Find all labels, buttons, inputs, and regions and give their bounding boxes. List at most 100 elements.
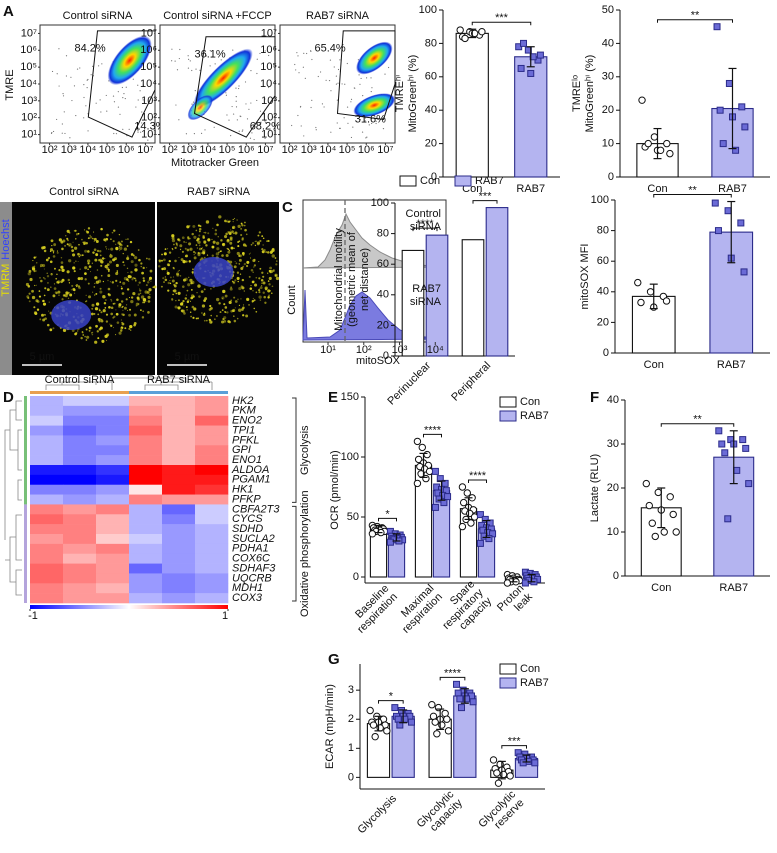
- column-group-label: Control siRNA: [45, 374, 115, 386]
- y-tick-label: 20: [377, 319, 389, 331]
- mitochondrion: [262, 281, 266, 285]
- heatmap-cell: [162, 494, 196, 505]
- scatter-dot: [364, 117, 366, 119]
- mitochondrion: [109, 323, 111, 325]
- mitochondrion: [253, 299, 256, 302]
- mitochondrion: [183, 241, 185, 243]
- row-label: HK1: [232, 484, 253, 496]
- mitochondrion: [45, 258, 49, 262]
- x-tick-label: 10⁵: [99, 144, 116, 156]
- mitochondrion: [129, 308, 132, 311]
- mitochondrion: [105, 246, 107, 248]
- mitochondrion: [27, 272, 31, 276]
- mitochondrion: [68, 232, 71, 234]
- scatter-dot: [137, 84, 139, 86]
- scatter-dot: [62, 93, 64, 95]
- scatter-dot: [242, 129, 244, 131]
- y-tick-label: 40: [597, 286, 609, 298]
- mitochondrion: [89, 234, 91, 237]
- panel-label: E: [328, 389, 338, 406]
- mitochondrion: [226, 220, 228, 223]
- y-tick-label: 10³: [21, 95, 37, 107]
- y-tick-label: 20: [602, 104, 614, 116]
- mitochondrion: [175, 292, 178, 295]
- mitochondrion: [31, 267, 36, 271]
- heatmap-cell: [129, 494, 163, 505]
- mitochondrion: [269, 251, 273, 254]
- scatter-dot: [364, 120, 366, 122]
- data-point: [732, 146, 740, 154]
- mitochondrion: [196, 291, 198, 294]
- scatter-dot: [113, 132, 115, 135]
- mitochondrion: [44, 277, 46, 280]
- scatter-dot: [178, 57, 180, 60]
- column-dendrogram: [45, 377, 213, 390]
- mitochondrion: [140, 309, 142, 312]
- mitochondrion: [177, 291, 181, 295]
- mitochondrion: [240, 222, 243, 225]
- mitochondrion: [269, 290, 271, 292]
- mitochondrion: [266, 251, 270, 254]
- mitochondrion: [190, 248, 192, 250]
- heatmap-cell: [63, 593, 97, 604]
- mitochondrion: [268, 269, 270, 272]
- plot-title: RAB7 siRNA: [306, 10, 370, 22]
- mitochondrion: [118, 233, 121, 236]
- mitochondrion: [129, 240, 133, 244]
- mitochondrion: [259, 299, 262, 301]
- scatter-dot: [335, 83, 338, 85]
- scatter-dot: [384, 73, 386, 75]
- scatter-dot: [353, 87, 355, 89]
- heatmap-cell: [162, 514, 196, 525]
- mitochondrion: [107, 287, 111, 291]
- row-label: TPI1: [232, 424, 255, 436]
- mitochondrion: [158, 259, 161, 262]
- x-tick-label: 10⁵: [219, 144, 236, 156]
- scatter-dot: [225, 94, 227, 96]
- y-tick-label: 10⁷: [141, 27, 157, 39]
- mitochondrion: [166, 270, 169, 272]
- y-axis-label: mitoSOX MFI: [579, 243, 591, 309]
- mitochondrion: [102, 309, 106, 313]
- mitochondrion: [85, 241, 88, 245]
- mitochondrion: [197, 317, 200, 320]
- mitochondrion: [149, 269, 153, 273]
- mitochondrion: [222, 243, 226, 247]
- data-point: [669, 510, 677, 519]
- mitochondrion: [93, 248, 97, 252]
- mitochondrion: [28, 292, 31, 295]
- mitochondrion: [84, 272, 87, 275]
- mitochondrion: [190, 294, 195, 298]
- scatter-dot: [344, 83, 346, 85]
- mitochondrion: [28, 269, 32, 273]
- mitochondrion: [50, 273, 53, 276]
- mitochondrion: [134, 256, 138, 260]
- mitochondrion: [217, 236, 219, 238]
- mitochondrion: [61, 268, 65, 272]
- significance-label: **: [693, 414, 702, 426]
- mitochondrion: [87, 282, 90, 285]
- mitochondrion: [64, 244, 66, 247]
- mitochondrion: [233, 296, 236, 299]
- mitochondrion: [109, 254, 113, 258]
- mitochondrion: [250, 284, 252, 287]
- mitochondrion: [99, 290, 103, 294]
- mitochondrion: [50, 286, 52, 288]
- data-point: [660, 528, 668, 536]
- x-tick-label: RAB7: [717, 359, 746, 371]
- scatter-dot: [249, 137, 252, 139]
- mitochondrion: [99, 254, 102, 257]
- row-label: ENO1: [232, 454, 262, 466]
- mitochondrion: [120, 319, 122, 321]
- mitochondrion: [66, 270, 70, 274]
- bar: [401, 249, 425, 357]
- mitochondrion: [171, 236, 175, 240]
- scatter-dot: [61, 123, 63, 125]
- mitochondrion: [120, 300, 124, 303]
- mitochondrion: [223, 318, 225, 321]
- mitochondrion: [176, 245, 178, 247]
- scatter-dot: [236, 119, 238, 121]
- row-label: CYCS: [232, 513, 263, 525]
- y-tick-label: 0: [608, 171, 614, 183]
- mitochondrion: [139, 292, 142, 295]
